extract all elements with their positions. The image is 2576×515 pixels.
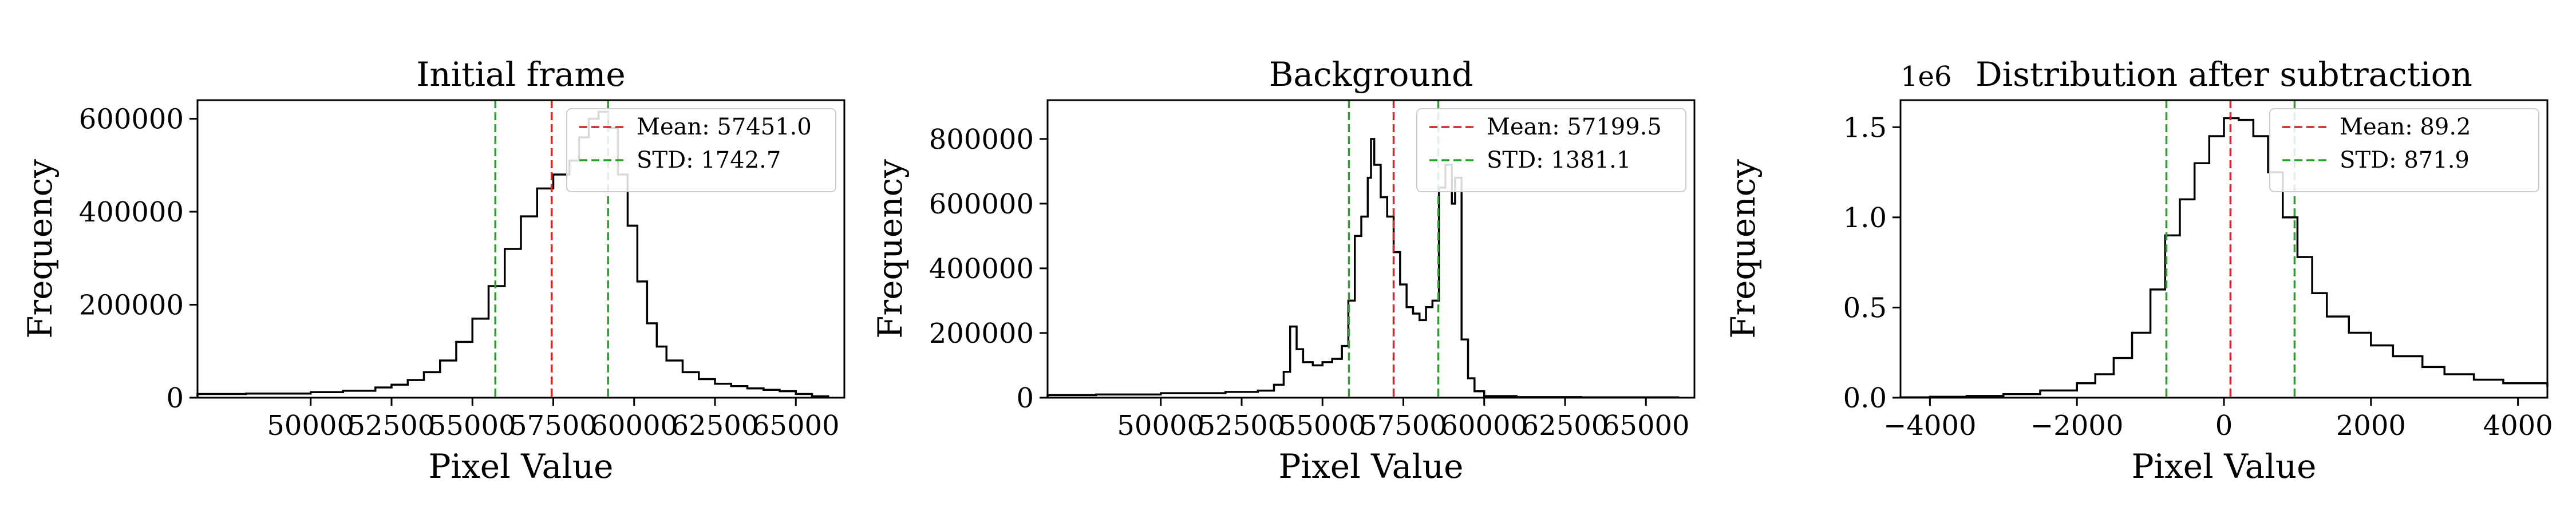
x-tick-label: 62500 <box>671 410 759 442</box>
legend: Mean: 57451.0 STD: 1742.7 <box>566 108 836 192</box>
y-tick-label: 0 <box>166 382 184 414</box>
y-tick-label: 600000 <box>929 188 1034 220</box>
legend-box <box>2269 108 2539 192</box>
x-tick-label: 65000 <box>1602 410 1690 442</box>
x-tick-label: 4000 <box>2483 410 2553 442</box>
x-tick-label: 0 <box>2215 410 2233 442</box>
y-tick-label: 1.5 <box>1843 112 1887 144</box>
panel-after-subtraction: Distribution after subtraction Frequency… <box>1724 55 2553 486</box>
x-tick-label: 52500 <box>348 410 436 442</box>
x-tick-label: 2000 <box>2336 410 2406 442</box>
legend-box <box>1416 108 1686 192</box>
panel-initial-frame: Initial frame Frequency Pixel Value 5000… <box>21 55 846 486</box>
y-tick-label: 0.5 <box>1843 292 1887 324</box>
y-axis-label: Frequency <box>1724 159 1763 339</box>
chart-title: Background <box>1269 55 1473 94</box>
plot-frame <box>1899 99 2549 399</box>
x-tick-label: 57500 <box>1360 410 1447 442</box>
plot-frame <box>196 99 846 399</box>
x-tick-label: 65000 <box>752 410 840 442</box>
x-tick-label: 55000 <box>429 410 516 442</box>
legend-label-std: STD: 871.9 <box>2340 147 2470 173</box>
legend-label-std: STD: 1381.1 <box>1487 147 1631 173</box>
legend-label-std: STD: 1742.7 <box>637 147 781 173</box>
x-tick-label: −2000 <box>2030 410 2123 442</box>
y-axis-label: Frequency <box>871 159 910 339</box>
chart-title: Initial frame <box>416 55 625 94</box>
x-tick-label: 60000 <box>1440 410 1528 442</box>
legend-label-mean: Mean: 57451.0 <box>637 114 812 140</box>
x-tick-label: 52500 <box>1198 410 1286 442</box>
y-tick-label: 800000 <box>929 124 1034 156</box>
y-tick-label: 200000 <box>79 290 184 322</box>
y-axis-label: Frequency <box>21 159 60 339</box>
y-tick-label: 1.0 <box>1843 202 1887 234</box>
legend: Mean: 57199.5 STD: 1381.1 <box>1416 108 1686 192</box>
x-tick-label: 50000 <box>1117 410 1204 442</box>
x-axis-label: Pixel Value <box>1279 447 1464 486</box>
panel-background: Background Frequency Pixel Value 5000052… <box>871 55 1696 486</box>
legend-label-mean: Mean: 57199.5 <box>1487 114 1662 140</box>
x-tick-label: 50000 <box>267 410 354 442</box>
x-tick-label: 62500 <box>1522 410 1609 442</box>
legend-label-mean: Mean: 89.2 <box>2340 114 2471 140</box>
legend: Mean: 89.2 STD: 871.9 <box>2269 108 2539 192</box>
y-tick-label: 400000 <box>79 196 184 228</box>
legend-box <box>566 108 836 192</box>
y-tick-label: 400000 <box>929 253 1034 285</box>
y-tick-label: 0.0 <box>1843 382 1887 414</box>
histogram-step-line <box>1046 138 1680 399</box>
x-axis-label: Pixel Value <box>2132 447 2317 486</box>
plot-frame <box>1046 99 1696 399</box>
y-tick-label: 200000 <box>929 318 1034 350</box>
x-tick-label: 60000 <box>590 410 678 442</box>
x-axis-label: Pixel Value <box>429 447 614 486</box>
y-tick-label: 600000 <box>79 104 184 136</box>
x-tick-label: 55000 <box>1279 410 1366 442</box>
chart-title: Distribution after subtraction <box>1976 55 2472 94</box>
y-tick-label: 0 <box>1016 382 1034 414</box>
x-tick-label: 57500 <box>509 410 597 442</box>
y-offset-label: 1e6 <box>1901 61 1951 93</box>
x-tick-label: −4000 <box>1883 410 1976 442</box>
